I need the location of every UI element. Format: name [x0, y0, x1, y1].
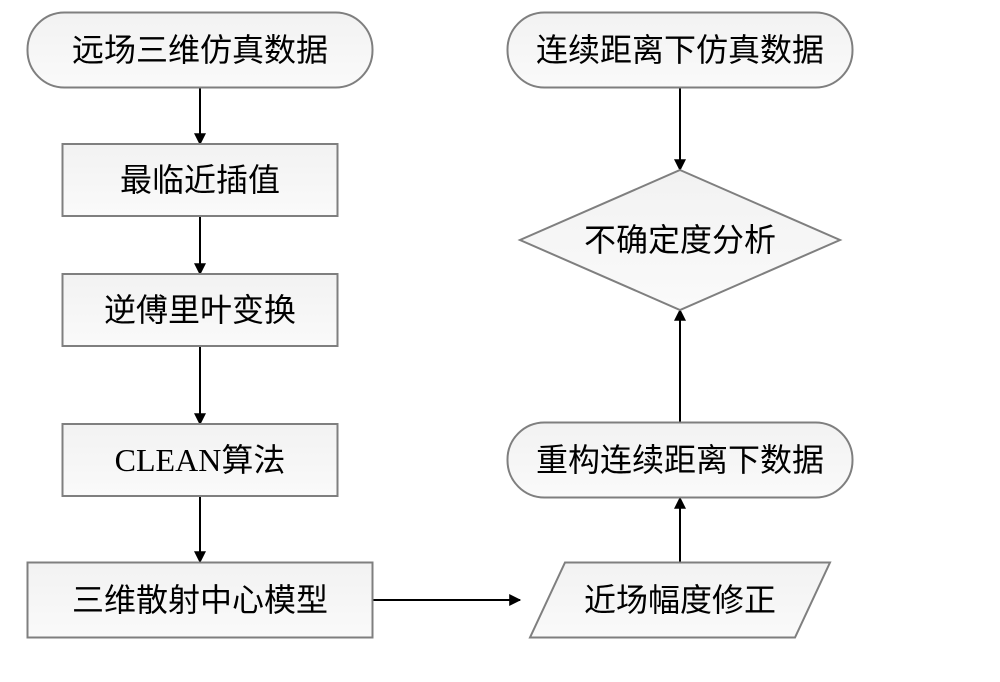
node-n9-label: 连续距离下仿真数据 [536, 32, 824, 68]
node-n8: 不确定度分析 [520, 170, 840, 310]
node-n4-label: CLEAN算法 [115, 442, 286, 478]
node-n1-label: 远场三维仿真数据 [72, 32, 328, 68]
node-n3: 逆傅里叶变换 [63, 274, 338, 346]
node-n3-label: 逆傅里叶变换 [104, 292, 296, 328]
node-n7-label: 重构连续距离下数据 [536, 442, 824, 478]
node-n2-label: 最临近插值 [120, 162, 280, 198]
node-n7: 重构连续距离下数据 [508, 423, 853, 498]
node-n1: 远场三维仿真数据 [28, 13, 373, 88]
flowchart-canvas: 远场三维仿真数据最临近插值逆傅里叶变换 CLEAN算法三维散射中心模型 近场幅度修正… [0, 0, 1000, 682]
node-n5: 三维散射中心模型 [28, 563, 373, 638]
node-n6-label: 近场幅度修正 [584, 582, 776, 618]
node-n2: 最临近插值 [63, 144, 338, 216]
node-n8-label: 不确定度分析 [584, 222, 776, 258]
node-n6: 近场幅度修正 [530, 563, 830, 638]
node-n9: 连续距离下仿真数据 [508, 13, 853, 88]
node-n5-label: 三维散射中心模型 [72, 582, 328, 618]
node-n4: CLEAN算法 [63, 424, 338, 496]
